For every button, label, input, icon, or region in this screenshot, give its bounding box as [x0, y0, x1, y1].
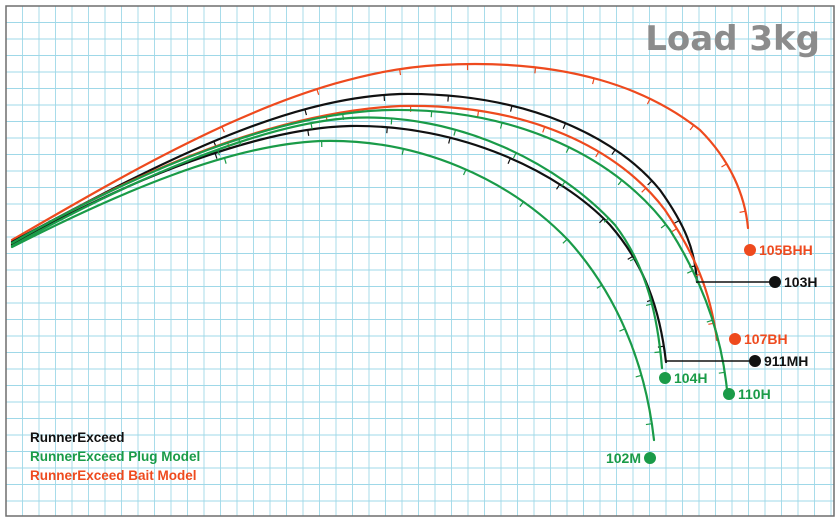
- series-105BHH-guide-tick: [721, 163, 727, 168]
- series-107BH-guide-tick: [595, 151, 600, 158]
- series-105BHH-curve: [10, 62, 750, 242]
- series-105BHH-guide-tick: [689, 124, 695, 131]
- series-110H-guide-tick: [687, 270, 693, 274]
- series-110H-guide-tick: [565, 146, 570, 153]
- series-103H-guide-tick: [304, 109, 308, 116]
- series-103H-label: 103H: [784, 274, 817, 290]
- chart-title: Load 3kg: [645, 19, 820, 59]
- series-105BHH-guide-tick: [399, 69, 402, 76]
- series-102M-guide-tick: [635, 374, 642, 378]
- series-102M-guide-tick: [562, 238, 568, 244]
- series-105BHH-guide-tick: [316, 88, 320, 96]
- series-110H-guide-tick: [499, 122, 503, 129]
- series-107BH-label: 107BH: [744, 331, 788, 347]
- series-104H-guide-tick: [629, 257, 636, 262]
- series-911MH-marker: [749, 355, 761, 367]
- series-104H-guide-tick: [512, 152, 517, 159]
- series-102M-guide-tick: [462, 169, 467, 176]
- series-104H-guide-tick: [561, 181, 566, 187]
- series-110H-label: 110H: [738, 386, 771, 402]
- series-105BHH-guide-tick: [534, 67, 537, 74]
- series-911MH-guide-tick: [507, 157, 512, 164]
- series-911MH-guide-tick: [307, 129, 310, 136]
- series-107BH-guide-tick: [542, 126, 546, 133]
- series-105BHH-guide-tick: [646, 98, 651, 105]
- series-110H-guide-tick: [238, 138, 242, 145]
- series-110H-guide-tick: [660, 223, 667, 229]
- series-103H-guide-tick: [509, 105, 513, 112]
- series-911MH-guide-tick: [599, 218, 605, 224]
- series-911MH-guide-tick: [214, 152, 218, 159]
- series-107BH-guide-tick: [671, 228, 678, 233]
- series-104H-guide-tick: [453, 129, 457, 136]
- series-110H-curve: [10, 108, 729, 392]
- legend: RunnerExceed RunnerExceed Plug Model Run…: [30, 430, 200, 483]
- series-104H-marker: [659, 372, 671, 384]
- series-110H-guide-tick: [718, 371, 725, 374]
- legend-item-plug-model: RunnerExceed Plug Model: [30, 449, 200, 464]
- series-103H-guide-tick: [447, 95, 449, 102]
- series-102M-guide-tick: [519, 201, 524, 208]
- series-107BH-guide-tick: [477, 110, 480, 117]
- series-105BHH-label: 105BHH: [759, 242, 813, 258]
- series-911MH-guide-tick: [556, 183, 561, 190]
- series-103H-guide-tick: [673, 220, 680, 224]
- series-104H-guide-tick: [603, 217, 609, 223]
- series-105BHH-guide-tick: [739, 210, 746, 213]
- series-103H-guide-tick: [647, 180, 653, 186]
- series-102M-guide-tick: [401, 148, 405, 155]
- series-105BHH-guide-tick: [221, 126, 225, 133]
- series-102M-guide-tick: [619, 328, 626, 332]
- chart-border: [5, 5, 835, 517]
- series-102M-curve: [10, 139, 656, 442]
- series-104H-guide-tick: [310, 123, 313, 130]
- series-110H-guide-tick: [617, 179, 623, 186]
- series-102M-guide-tick: [645, 423, 652, 426]
- series-104H-curve: [10, 116, 664, 370]
- series-103H-guide-tick: [611, 149, 616, 156]
- series-102M-guide-tick: [596, 284, 603, 289]
- series-110H-marker: [723, 388, 735, 400]
- series-104H-guide-tick: [216, 149, 221, 156]
- series-104H-guide-tick: [645, 303, 653, 307]
- series-107BH-marker: [729, 333, 741, 345]
- series-102M-marker: [644, 452, 656, 464]
- series-110H-guide-tick: [342, 113, 345, 120]
- series-103H-guide-tick: [562, 123, 567, 130]
- legend-item-bait-model: RunnerExceed Bait Model: [30, 468, 197, 483]
- series-105BHH-guide-tick: [592, 78, 595, 85]
- series-103H-curve: [10, 92, 699, 284]
- series-104H-guide-tick: [654, 351, 661, 354]
- series-102M-label: 102M: [606, 450, 641, 466]
- series-911MH-label: 911MH: [764, 353, 808, 369]
- series-107BH-guide-tick: [641, 187, 647, 193]
- legend-item-runnerexceed: RunnerExceed: [30, 430, 125, 445]
- series-105BHH-marker: [744, 244, 756, 256]
- series-911MH-guide-tick: [448, 137, 451, 144]
- series-102M-guide-tick: [223, 157, 227, 164]
- series-104H-label: 104H: [674, 370, 707, 386]
- series-911MH-guide-tick: [627, 255, 634, 260]
- grid: [6, 6, 834, 516]
- series-110H-guide-tick: [706, 319, 713, 323]
- series-103H-marker: [769, 276, 781, 288]
